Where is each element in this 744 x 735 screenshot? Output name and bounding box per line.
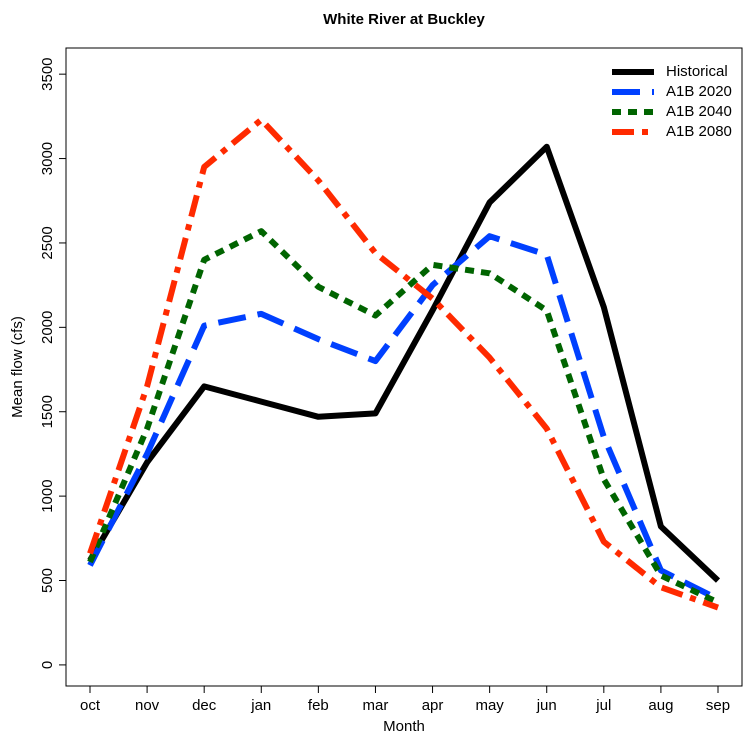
x-tick-label: feb bbox=[308, 697, 329, 714]
y-tick-label: 1000 bbox=[39, 479, 56, 512]
y-tick-label: 1500 bbox=[39, 395, 56, 428]
x-tick-label: nov bbox=[135, 697, 160, 714]
x-tick-label: jul bbox=[595, 697, 611, 714]
y-tick-label: 2000 bbox=[39, 311, 56, 344]
x-tick-label: apr bbox=[422, 697, 444, 714]
x-tick-label: jan bbox=[250, 697, 271, 714]
x-tick-label: dec bbox=[192, 697, 217, 714]
x-tick-label: sep bbox=[706, 697, 730, 714]
y-tick-label: 500 bbox=[39, 568, 56, 593]
legend-label: A1B 2020 bbox=[666, 83, 732, 100]
x-tick-label: oct bbox=[80, 697, 101, 714]
y-tick-label: 0 bbox=[39, 661, 56, 669]
series-line bbox=[87, 233, 720, 602]
series-line bbox=[87, 228, 720, 606]
series-line bbox=[87, 143, 721, 583]
x-tick-label: mar bbox=[363, 697, 389, 714]
y-axis-label: Mean flow (cfs) bbox=[9, 316, 26, 418]
x-tick-label: aug bbox=[648, 697, 673, 714]
legend-label: Historical bbox=[666, 63, 728, 80]
plot-frame bbox=[65, 47, 743, 687]
legend-label: A1B 2080 bbox=[666, 123, 732, 140]
y-tick-label: 3000 bbox=[39, 142, 56, 175]
x-tick-label: jun bbox=[536, 697, 557, 714]
x-tick-label: may bbox=[475, 697, 504, 714]
y-tick-label: 2500 bbox=[39, 226, 56, 259]
series-line bbox=[87, 116, 720, 611]
y-tick-label: 3500 bbox=[39, 57, 56, 90]
x-axis-label: Month bbox=[383, 718, 425, 735]
chart-title: White River at Buckley bbox=[323, 11, 485, 28]
legend-label: A1B 2040 bbox=[666, 103, 732, 120]
